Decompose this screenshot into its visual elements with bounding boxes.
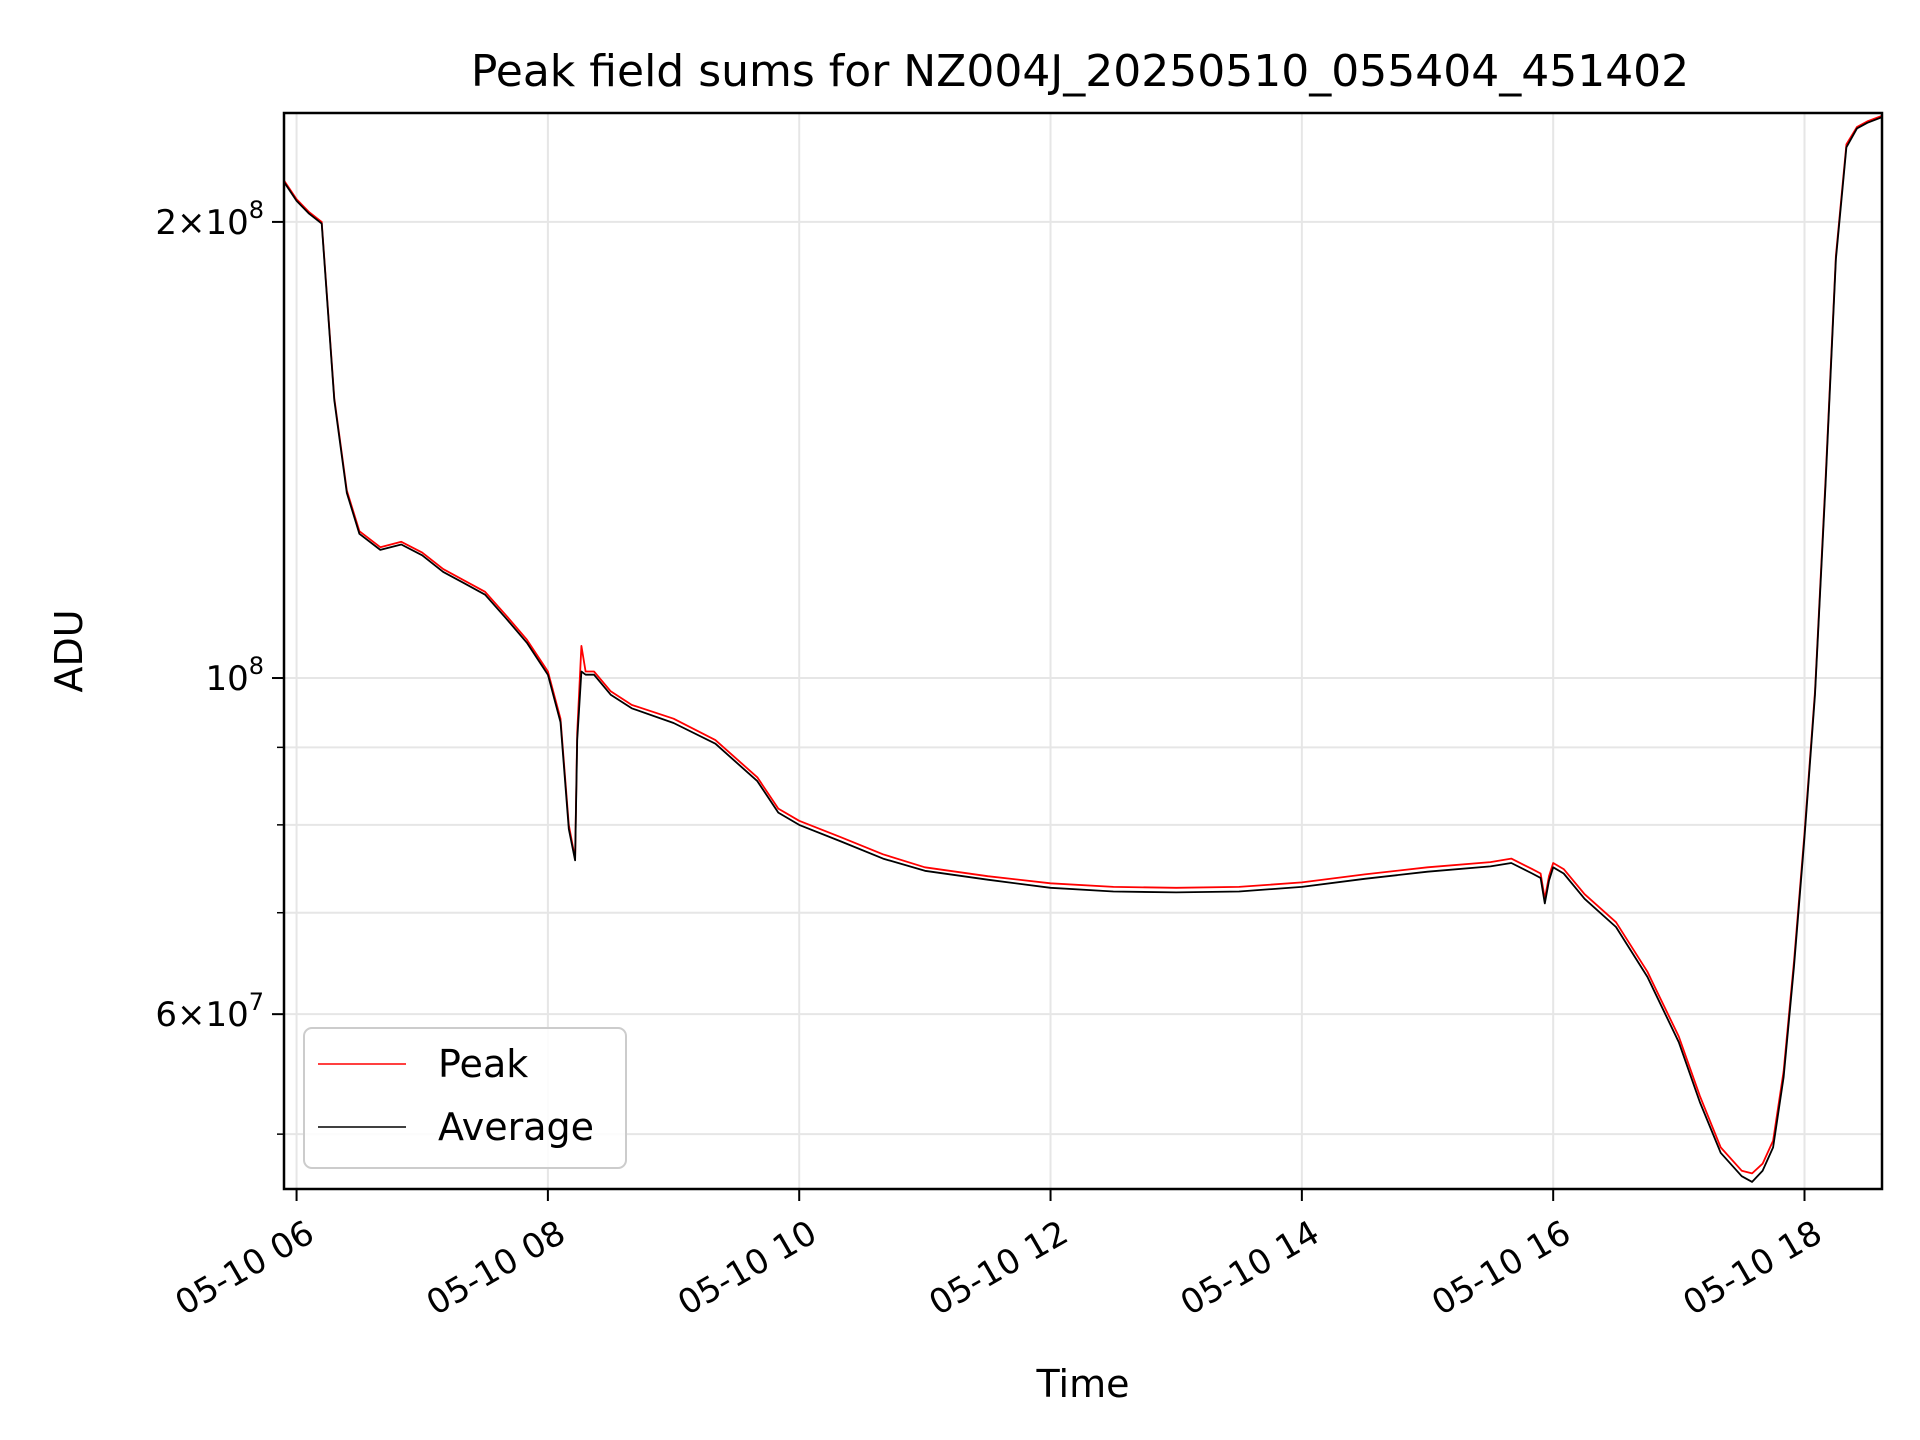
legend: Peak Average xyxy=(303,1027,627,1169)
series-line-peak xyxy=(284,114,1882,1175)
y-tick-label: 6×107 xyxy=(155,988,264,1035)
y-axis-label: ADU xyxy=(47,609,91,692)
x-tick-label: 05-10 10 xyxy=(671,1213,823,1324)
x-tick-label: 05-10 16 xyxy=(1425,1213,1577,1324)
x-tick-label: 05-10 06 xyxy=(169,1213,321,1324)
x-tick-label: 05-10 12 xyxy=(923,1213,1075,1324)
legend-box xyxy=(303,1027,627,1169)
y-axis: 6×107 108 2×108 xyxy=(155,196,284,1135)
y-tick-label: 2×108 xyxy=(155,196,264,243)
plot-area xyxy=(284,114,1882,1183)
x-axis-label: Time xyxy=(1036,1362,1130,1406)
y-tick-label: 108 xyxy=(205,652,264,699)
x-tick-label: 05-10 08 xyxy=(420,1213,572,1324)
series-line-average xyxy=(284,116,1882,1183)
chart-title: Peak field sums for NZ004J_20250510_0554… xyxy=(471,46,1689,97)
x-axis: 05-10 06 05-10 08 05-10 10 05-10 12 05-10 14… xyxy=(169,1189,1829,1324)
plot-frame xyxy=(282,111,1884,1191)
legend-label-peak: Peak xyxy=(438,1042,528,1086)
x-tick-label: 05-10 14 xyxy=(1174,1213,1326,1324)
legend-label-average: Average xyxy=(438,1105,594,1149)
x-tick-label: 05-10 18 xyxy=(1677,1213,1829,1324)
